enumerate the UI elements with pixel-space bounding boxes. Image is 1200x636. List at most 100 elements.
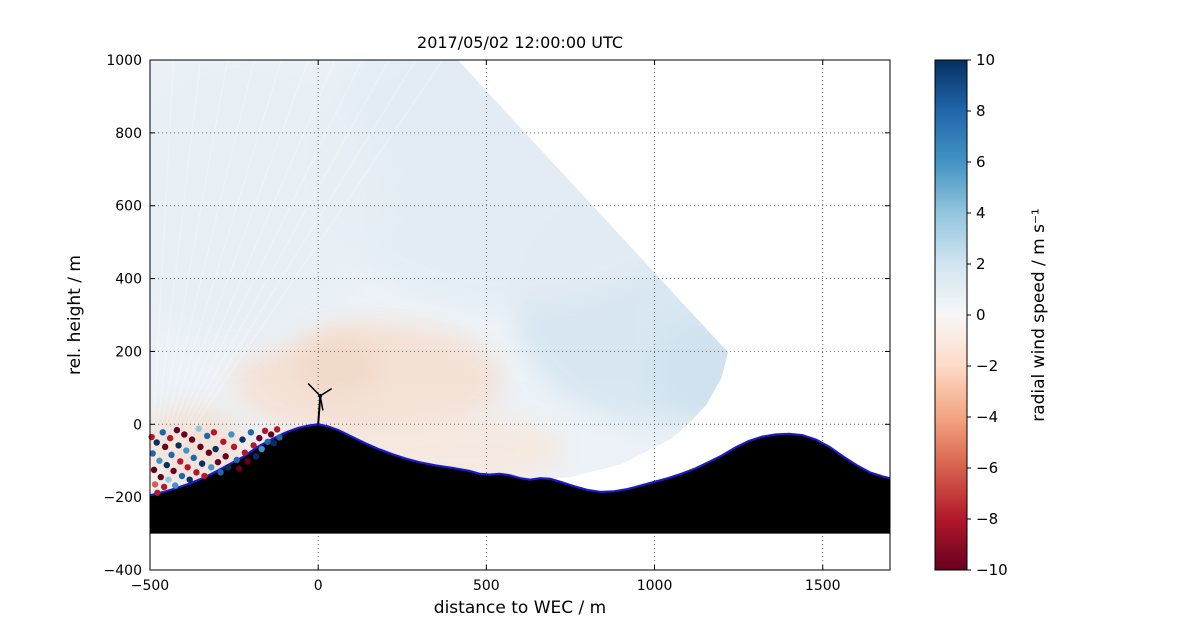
tick-label-y: 800 xyxy=(115,126,142,142)
noise-dot xyxy=(168,451,175,459)
noise-dot xyxy=(163,461,171,469)
turbine-tower xyxy=(317,396,322,425)
noise-dot xyxy=(195,425,202,432)
noise-dot xyxy=(186,476,193,483)
noise-dot xyxy=(261,427,269,435)
noise-dot xyxy=(214,458,222,466)
beam-streak xyxy=(150,60,309,492)
axes-layer: −500 0 500 1000 1500 1000 800 600 400 200 0 −200 −40… xyxy=(104,53,891,594)
noise-dot xyxy=(157,473,164,481)
beam-streak xyxy=(150,60,282,492)
colorbar-tick-label: −10 xyxy=(976,561,1008,579)
tick-label-y: 0 xyxy=(133,417,142,433)
wind-turbine xyxy=(307,382,333,425)
noise-dot xyxy=(276,434,283,441)
noise-dot xyxy=(250,442,257,449)
turbine-blade xyxy=(319,387,333,397)
noise-dot xyxy=(241,449,249,456)
noise-dot xyxy=(205,449,213,456)
noise-dot xyxy=(228,431,235,438)
y-axis-label: rel. height / m xyxy=(65,255,85,375)
chart-title: 2017/05/02 12:00:00 UTC xyxy=(417,33,623,52)
colorbar-tick-label: 0 xyxy=(976,306,986,324)
noise-dot xyxy=(208,464,215,471)
noise-dot xyxy=(165,476,172,483)
noise-dot xyxy=(177,458,184,465)
noise-dot xyxy=(217,469,224,476)
noise-dot xyxy=(156,457,163,464)
noise-dot xyxy=(201,472,208,480)
beam-streak xyxy=(150,60,390,492)
colorbar-tick-label: 2 xyxy=(976,255,986,273)
noise-dot xyxy=(151,481,159,488)
colorbar-tick-label: 10 xyxy=(976,51,995,69)
noise-dot xyxy=(148,433,155,441)
colorbar-gradient xyxy=(935,60,967,570)
noise-dot xyxy=(267,431,275,438)
noise-dot xyxy=(170,467,177,475)
noise-dot xyxy=(256,434,263,442)
noise-dot xyxy=(203,432,211,440)
noise-dot xyxy=(173,426,181,434)
tick-label-y: −200 xyxy=(104,490,142,506)
noise-dot xyxy=(258,445,265,453)
noise-dot xyxy=(198,460,206,467)
colorbar-tick-label: −6 xyxy=(976,459,998,477)
tick-label-x: 1000 xyxy=(637,578,673,594)
noise-dot xyxy=(153,439,160,446)
noise-dot xyxy=(160,483,168,491)
colorbar: 10 8 6 4 2 0 −2 −4 −6 −8 −10 xyxy=(934,51,1008,579)
noise-dot xyxy=(183,447,190,454)
tick-label-x: −500 xyxy=(131,578,169,594)
colorbar-tick-label: −4 xyxy=(976,408,998,426)
noise-dot xyxy=(159,429,166,436)
noise-dot xyxy=(210,429,218,436)
noise-dot xyxy=(224,464,232,471)
beam-streak xyxy=(150,60,363,492)
beam-streak xyxy=(150,60,175,492)
colorbar-tick-label: 6 xyxy=(976,153,986,171)
scan-field-layer xyxy=(150,60,728,496)
noise-dot xyxy=(212,445,219,453)
noise-dot xyxy=(188,436,196,443)
noise-dot xyxy=(149,450,156,457)
noise-dot xyxy=(230,443,238,451)
noise-dot xyxy=(175,442,182,449)
noise-dot xyxy=(244,458,251,465)
colorbar-tick-label: 4 xyxy=(976,204,986,222)
beam-streak xyxy=(150,60,417,493)
turbine-blade xyxy=(307,382,321,397)
noise-dot xyxy=(197,443,204,451)
field-patch xyxy=(294,335,383,397)
noise-dot xyxy=(190,454,197,461)
field-patch xyxy=(150,406,248,487)
beam-streak xyxy=(150,60,229,492)
noise-dot xyxy=(150,466,158,474)
colorbar-tick-label: −2 xyxy=(976,357,998,375)
tick-label-y: 400 xyxy=(115,272,142,288)
noise-dot xyxy=(220,438,227,445)
noise-dot xyxy=(154,489,161,496)
noise-dot xyxy=(161,443,169,451)
noise-dot xyxy=(235,465,243,472)
noise-dot xyxy=(172,482,179,489)
noise-dot xyxy=(181,431,188,438)
tick-label-y: 200 xyxy=(115,344,142,360)
turbine-blade xyxy=(319,395,324,411)
tick-label-y: 600 xyxy=(115,199,142,215)
colorbar-tick-label: 8 xyxy=(976,102,986,120)
tick-label-y: −400 xyxy=(104,563,142,579)
noise-dot xyxy=(252,453,260,460)
noise-dot xyxy=(178,472,186,480)
tick-label-y: 1000 xyxy=(106,53,142,69)
colorbar-label: radial wind speed / m s⁻¹ xyxy=(1029,208,1049,422)
noise-dot xyxy=(184,464,191,471)
noise-dot xyxy=(222,453,229,460)
colorbar-tick-label: −8 xyxy=(976,510,998,528)
field-patch xyxy=(150,60,383,356)
field-patch xyxy=(654,322,728,417)
beam-streak xyxy=(150,60,255,492)
turbine-hub xyxy=(318,393,323,398)
